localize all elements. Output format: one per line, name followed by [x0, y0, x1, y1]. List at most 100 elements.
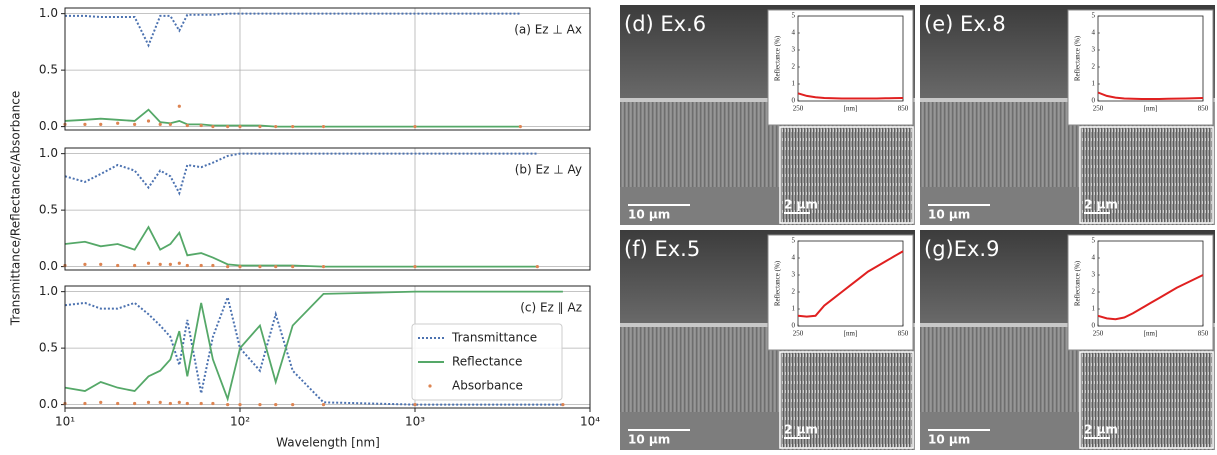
y-tick-label: 0.5 — [39, 341, 58, 355]
absorbance-point — [561, 403, 565, 407]
sem-panel: (g)Ex.9 10 µm 2 µm 0 1 2 3 4 5 250 850 [nm] Reflecta… — [920, 230, 1215, 450]
absorbance-point — [226, 125, 230, 129]
y-tick-label: 3 — [1092, 271, 1096, 279]
y-tick-label: 5 — [1092, 12, 1096, 20]
absorbance-point — [535, 265, 539, 269]
inset-sem — [779, 351, 914, 449]
y-tick-label: 1.0 — [39, 6, 58, 20]
y-tick-label: 4 — [1092, 29, 1096, 37]
absorbance-point — [185, 263, 189, 268]
panel-label: (a) Ez ⊥ Ax — [514, 23, 582, 37]
inset-x-label: [nm] — [1144, 330, 1158, 338]
absorbance-point — [158, 122, 162, 126]
inset-y-label: Reflectance (%) — [774, 260, 782, 306]
panel-label: (b) Ez ⊥ Ay — [515, 163, 582, 177]
image-label: (f) Ex.5 — [624, 237, 700, 261]
absorbance-point — [321, 125, 326, 129]
absorbance-point — [146, 400, 151, 404]
absorbance-point — [226, 403, 230, 407]
y-tick-label: 4 — [1092, 254, 1096, 262]
y-tick-label: 0 — [1092, 97, 1096, 105]
x-tick-label: 850 — [898, 330, 909, 338]
transmittance-line — [64, 152, 538, 196]
absorbance-point — [116, 401, 120, 406]
absorbance-point — [99, 400, 103, 404]
x-tick-label: 250 — [1093, 330, 1104, 338]
sem-panel: (d) Ex.6 10 µm 2 µm 0 1 2 3 4 5 250 850 [nm] Reflect… — [620, 5, 915, 225]
image-label: (d) Ex.6 — [624, 12, 706, 36]
y-tick-label: 1.0 — [39, 146, 58, 160]
legend-label: Absorbance — [452, 379, 523, 393]
absorbance-point — [199, 401, 203, 406]
absorbance-point — [83, 122, 87, 126]
y-tick-label: 0.0 — [39, 119, 58, 133]
absorbance-point — [291, 265, 295, 269]
inset-chart: 0 1 2 3 4 5 250 850 [nm] Reflectance (%) — [767, 9, 914, 126]
absorbance-point — [99, 262, 103, 266]
absorbance-point — [116, 263, 120, 268]
absorbance-point — [274, 403, 278, 407]
inset-y-label: Reflectance (%) — [774, 35, 782, 81]
absorbance-point — [518, 125, 522, 129]
y-tick-label: 0 — [792, 97, 796, 105]
absorbance-point — [211, 401, 215, 406]
inset-y-label: Reflectance (%) — [1074, 260, 1082, 306]
absorbance-point — [258, 125, 262, 129]
spectrum-panel: 10¹ 10² 10³ 10⁴ 0.0 0.5 1.0 (c) Ez ∥ Az Transmit… — [39, 284, 600, 428]
y-tick-label: 0 — [1092, 322, 1096, 330]
absorbance-point — [185, 401, 189, 406]
inset-frame — [1097, 240, 1204, 327]
inset-scale-bar-label: 2 µm — [784, 198, 818, 212]
inset-sem — [1079, 351, 1214, 449]
absorbance-point — [83, 401, 87, 406]
scale-bar-label: 10 µm — [628, 433, 670, 447]
y-tick-label: 0 — [792, 322, 796, 330]
inset-chart: 0 1 2 3 4 5 250 850 [nm] Reflectance (%) — [1067, 234, 1214, 351]
y-tick-label: 2 — [792, 63, 796, 71]
absorbance-point — [413, 125, 417, 129]
absorbance-point — [238, 265, 242, 269]
y-tick-label: 5 — [1092, 237, 1096, 245]
inset-chart: 0 1 2 3 4 5 250 850 [nm] Reflectance (%) — [767, 234, 914, 351]
spectrum-panel: 0.0 0.5 1.0 (a) Ez ⊥ Ax — [39, 6, 591, 133]
x-axis-label: Wavelength [nm] — [276, 436, 380, 450]
y-axis-label: Transmittance/Reflectance/Absorbance — [9, 91, 23, 326]
absorbance-point — [226, 265, 230, 269]
inset-scale-bar-label: 2 µm — [784, 423, 818, 437]
plot-frame — [64, 7, 591, 131]
absorbance-point — [321, 265, 326, 269]
reflectance-curve — [1097, 91, 1204, 100]
x-tick-label: 10¹ — [55, 415, 75, 429]
y-tick-label: 0.0 — [39, 397, 58, 411]
y-tick-label: 1 — [1092, 80, 1096, 88]
y-tick-label: 1 — [1092, 305, 1096, 313]
inset-x-label: [nm] — [844, 330, 858, 338]
sem-panel: (f) Ex.5 10 µm 2 µm 0 1 2 3 4 5 250 850 [nm] Reflect… — [620, 230, 915, 450]
x-tick-label: 10² — [230, 415, 250, 429]
x-tick-label: 850 — [1198, 105, 1209, 113]
inset-scale-bar-label: 2 µm — [1084, 423, 1118, 437]
absorbance-point — [99, 122, 103, 126]
y-tick-label: 2 — [792, 288, 796, 296]
absorbance-point — [177, 261, 181, 265]
absorbance-point — [321, 403, 326, 407]
inset-background — [767, 9, 914, 126]
inset-sem — [1079, 126, 1214, 224]
absorbance-point — [133, 122, 137, 126]
inset-frame — [797, 240, 904, 327]
plot-area — [65, 148, 590, 270]
y-tick-label: 4 — [792, 254, 796, 262]
y-tick-label: 3 — [1092, 46, 1096, 54]
image-label: (e) Ex.8 — [924, 12, 1006, 36]
absorbance-point — [133, 263, 137, 268]
absorbance-point — [291, 125, 295, 129]
absorbance-point — [133, 401, 137, 406]
inset-chart: 0 1 2 3 4 5 250 850 [nm] Reflectance (%) — [1067, 9, 1214, 126]
absorbance-point — [413, 265, 417, 269]
absorbance-point — [116, 121, 120, 125]
absorbance-point — [177, 400, 181, 404]
reflectance-curve — [797, 92, 904, 100]
absorbance-point — [274, 125, 278, 129]
plot-frame — [64, 147, 591, 271]
